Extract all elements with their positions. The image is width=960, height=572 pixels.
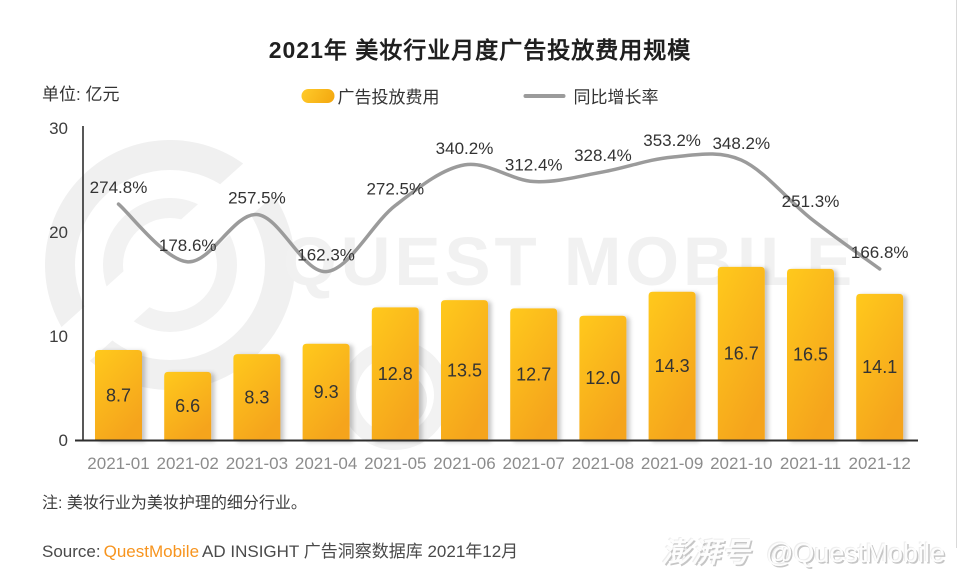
bar-value-label: 14.1 <box>862 357 897 377</box>
bar-2021-11 <box>787 268 834 441</box>
bar-value-label: 13.5 <box>447 360 482 380</box>
bar-value-label: 8.7 <box>106 385 131 405</box>
growth-rate-label: 166.8% <box>851 243 909 262</box>
growth-rate-label: 178.6% <box>159 236 217 255</box>
bar-value-label: 14.3 <box>655 356 690 376</box>
legend-item-line: 同比增长率 <box>523 83 659 108</box>
legend-bar-label: 广告投放费用 <box>337 88 440 107</box>
bar-value-label: 8.3 <box>244 387 269 407</box>
growth-rate-label: 274.8% <box>90 178 148 197</box>
unit-label: 单位: 亿元 <box>42 85 120 104</box>
bar-value-label: 12.8 <box>378 364 413 384</box>
x-axis-tick-label: 2021-01 <box>87 454 149 473</box>
bar-series-swatch-icon <box>301 88 335 103</box>
growth-rate-label: 257.5% <box>228 189 286 208</box>
bar-2021-08 <box>579 315 627 441</box>
x-axis-tick-label: 2021-06 <box>433 454 495 473</box>
chart-title: 2021年 美妆行业月度广告投放费用规模 <box>268 37 692 63</box>
line-series-swatch-icon <box>523 93 566 98</box>
growth-rate-line <box>116 152 882 274</box>
legend: 广告投放费用 同比增长率 <box>301 83 659 108</box>
bar-2021-03 <box>233 354 281 441</box>
x-axis-tick-label: 2021-02 <box>157 454 219 473</box>
source-prefix: Source: <box>42 542 101 561</box>
bar-value-label: 9.3 <box>314 382 339 402</box>
growth-rate-label: 251.3% <box>782 192 840 211</box>
bar-2021-06 <box>441 300 488 441</box>
x-axis-tick-label: 2021-09 <box>641 454 703 473</box>
x-axis-tick-label: 2021-04 <box>295 454 357 473</box>
x-axis-tick-label: 2021-10 <box>710 454 772 473</box>
y-axis-tick-label: 0 <box>59 431 68 450</box>
bar-value-label: 6.6 <box>175 396 200 416</box>
bar-value-label: 12.0 <box>585 368 620 388</box>
legend-item-bar: 广告投放费用 <box>301 83 440 108</box>
pengpai-watermark: 澎湃号 @QuestMobile <box>662 531 945 571</box>
x-axis-tick-label: 2021-03 <box>226 454 288 473</box>
bar-2021-04 <box>302 343 350 441</box>
growth-rate-label: 353.2% <box>643 131 701 150</box>
y-axis-tick-label: 30 <box>49 119 68 138</box>
source-brand: QuestMobile <box>103 542 200 561</box>
footnote: 注: 美妆行业为美妆护理的细分行业。 <box>42 495 307 512</box>
x-axis-tick-label: 2021-11 <box>780 454 841 473</box>
bar-2021-05 <box>371 307 419 441</box>
source-rest: AD INSIGHT 广告洞察数据库 2021年12月 <box>202 542 519 561</box>
growth-rate-label: 328.4% <box>574 146 632 165</box>
bar-value-label: 16.7 <box>724 344 759 364</box>
bar-2021-01 <box>95 350 142 441</box>
x-axis-tick-label: 2021-08 <box>572 454 634 473</box>
source-line: Source: QuestMobile AD INSIGHT 广告洞察数据库 202… <box>42 537 518 562</box>
pengpai-handle: @QuestMobile <box>766 538 945 568</box>
pengpai-logo: 澎湃号 <box>662 537 753 568</box>
growth-rate-label: 348.2% <box>712 134 770 153</box>
growth-rate-label: 340.2% <box>436 139 494 158</box>
bar-2021-10 <box>717 266 765 441</box>
growth-rate-label: 312.4% <box>505 156 563 175</box>
x-axis-tick-label: 2021-05 <box>364 454 426 473</box>
bar-value-label: 12.7 <box>516 364 551 384</box>
bar-value-label: 16.5 <box>793 345 828 365</box>
y-axis-tick-label: 10 <box>49 327 68 346</box>
growth-rate-label: 272.5% <box>366 180 424 199</box>
x-axis-tick-label: 2021-07 <box>503 454 565 473</box>
right-edge-divider <box>956 0 957 548</box>
bar-2021-07 <box>510 308 558 441</box>
legend-line-label: 同比增长率 <box>573 88 659 107</box>
bar-2021-12 <box>856 293 904 441</box>
bar-2021-02 <box>164 371 212 441</box>
bar-2021-09 <box>648 291 696 441</box>
y-axis-tick-label: 20 <box>49 223 68 242</box>
x-axis-tick-label: 2021-12 <box>849 454 911 473</box>
growth-rate-label: 162.3% <box>297 246 355 265</box>
